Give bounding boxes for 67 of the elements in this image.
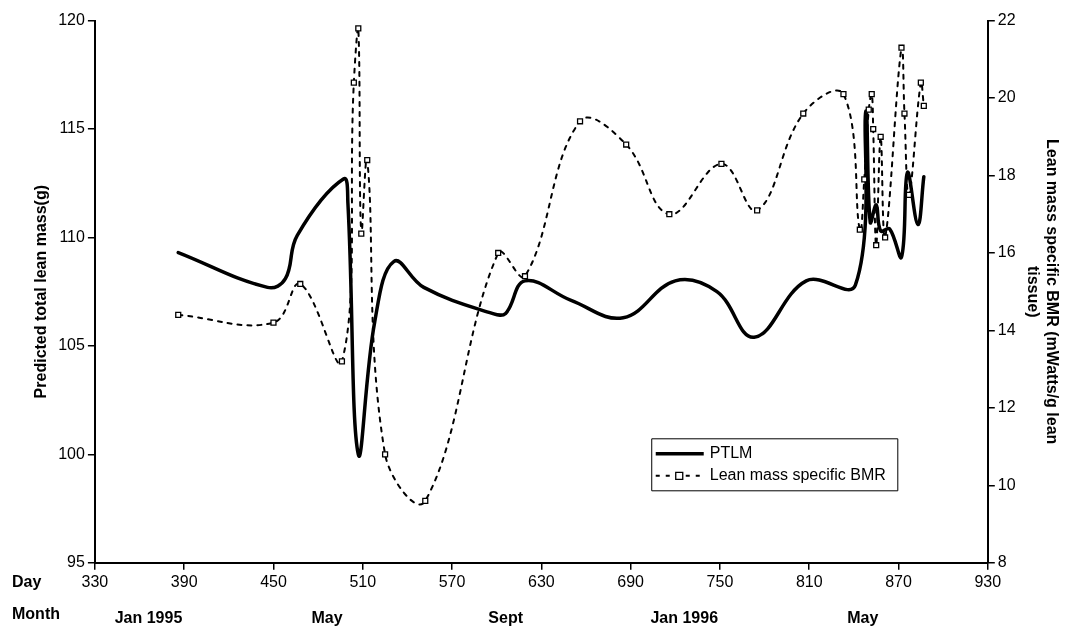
point [495,249,502,257]
text: May [847,609,879,627]
point [800,110,807,117]
point [521,273,529,280]
point [358,230,365,237]
point [666,211,673,218]
x-tick-label: 390 [170,572,198,590]
point [175,311,182,319]
y-tick-label: 95 [67,553,85,571]
y2-tick-label: 20 [997,88,1016,106]
y-tick-label: 110 [59,227,85,245]
point [338,358,346,365]
text: Sept [488,609,524,627]
y2-tick-label: 8 [997,553,1007,571]
x2-axis-title: Month [12,605,60,623]
x-tick-label: 870 [885,572,912,590]
x-tick-label: 570 [438,572,466,590]
point [623,141,630,148]
point [861,176,868,183]
y2-axis-title: Lean mass specific BMR (mWatts/g lean tissue) [1024,139,1061,445]
y-tick-label: 120 [58,11,85,29]
y-tick-label: 115 [59,119,85,137]
point [422,497,429,504]
y-tick-label: 105 [58,336,85,354]
x-tick-label: 510 [349,572,377,590]
point [873,242,880,249]
text: Jan 1995 [114,609,183,627]
point [297,280,304,288]
point [868,91,875,98]
point [270,319,277,326]
x-tick-label: 750 [706,572,734,590]
legend-label: Lean mass specific BMR [709,466,886,484]
x-tick-label: 810 [795,572,823,590]
y-axis-title: Predicted total lean mass(g) [32,185,50,399]
point [877,133,884,140]
point [350,79,357,86]
point [870,125,877,133]
point [898,44,905,51]
text: Jan 1996 [650,609,719,627]
y2-tick-label: 16 [997,243,1016,261]
y2-tick-label: 10 [997,475,1016,493]
point [917,79,924,86]
text: May [311,609,343,627]
x-tick-label: 330 [81,572,109,590]
x-tick-label: 690 [617,572,645,590]
point [881,234,889,241]
y-tick-label: 100 [58,444,85,462]
point [920,102,927,109]
point [355,25,362,32]
point [576,118,584,125]
x-axis-title: Day [12,573,42,591]
x-tick-label: 930 [974,572,1002,590]
y2-tick-label: 22 [997,11,1016,29]
x-tick-label: 450 [260,572,287,590]
point [381,451,389,458]
legend-label: PTLM [709,444,753,462]
point [754,207,761,214]
point [901,110,908,117]
point [856,226,863,233]
y2-tick-label: 12 [997,398,1016,416]
y2-tick-label: 14 [997,320,1016,338]
y2-tick-label: 18 [997,165,1016,183]
point [840,91,847,98]
point [718,160,725,168]
point [865,106,872,113]
x-tick-label: 630 [528,572,555,590]
point [364,156,371,164]
